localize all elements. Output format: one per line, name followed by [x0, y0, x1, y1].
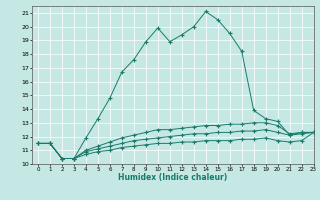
X-axis label: Humidex (Indice chaleur): Humidex (Indice chaleur) — [118, 173, 228, 182]
